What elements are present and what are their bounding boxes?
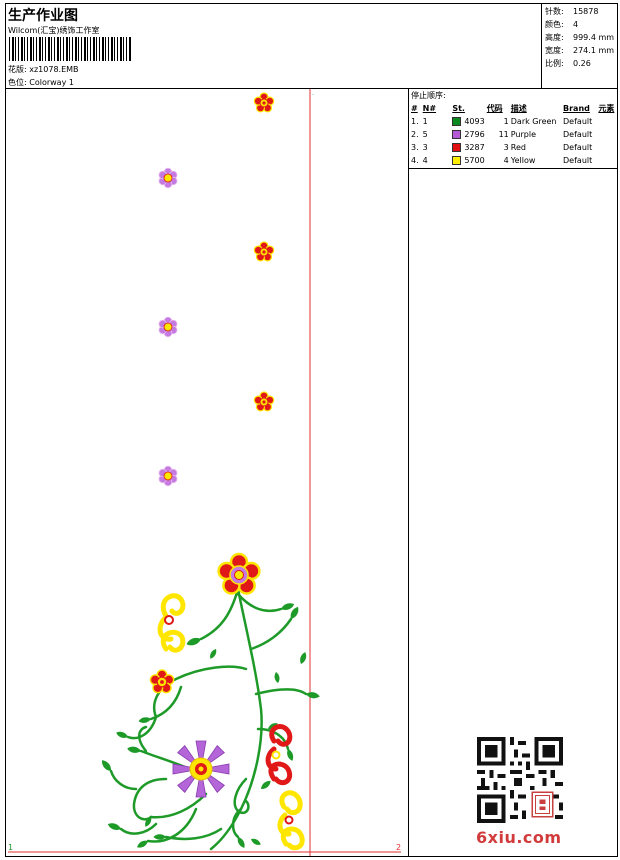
color-swatch — [452, 130, 462, 139]
end-marker: 2 — [396, 843, 401, 852]
yellow-dot-icon — [271, 750, 281, 760]
stop-sequence-table: # N# St. 代码 描述 Brand 元素 1. 1 4093 1 Dark… — [411, 102, 617, 167]
red-dot-icon — [284, 815, 294, 825]
red-flower-icon — [253, 241, 275, 262]
design-label: 花版: — [8, 65, 27, 74]
red-flower-icon — [253, 391, 275, 412]
qr-code-icon — [477, 737, 563, 823]
colorway-label: 色位: — [8, 78, 27, 87]
color-swatch — [452, 156, 462, 165]
table-row: 4. 4 5700 4 Yellow Default — [411, 156, 593, 165]
red-flower-icon — [253, 92, 275, 113]
embroidery-design: · — [8, 89, 401, 856]
watermark-text: 6xiu.com — [476, 828, 562, 847]
red-dot-icon — [164, 615, 174, 625]
table-row: 2. 5 2796 11 Purple Default — [411, 130, 593, 139]
table-row: 3. 3 3287 3 Red Default — [411, 143, 593, 152]
stop-sequence-panel: 停止顺序: # N# St. 代码 描述 Brand 元素 1. 1 4093 — [409, 89, 617, 169]
stat-height: 高度: 999.4 mm — [545, 33, 615, 42]
color-swatch — [452, 117, 462, 126]
barcode-icon — [9, 37, 132, 61]
stat-colors: 颜色: 4 — [545, 20, 579, 29]
purple-flower-icon — [158, 316, 178, 338]
header-info: 生产作业图 Wilcom(汇宝)绣饰工作室 花版: xz1078.EMB 色位:… — [6, 4, 541, 89]
colorway: 色位: Colorway 1 — [8, 77, 74, 88]
large-red-flower-icon — [217, 552, 261, 595]
table-header-row: # N# St. 代码 描述 Brand 元素 — [411, 103, 615, 113]
design-preview: · — [6, 89, 409, 856]
company-name: Wilcom(汇宝)绣饰工作室 — [8, 26, 100, 35]
vine-stems — [109, 587, 308, 851]
design-file: 花版: xz1078.EMB — [8, 64, 79, 75]
color-swatch — [452, 143, 462, 152]
yellow-swirl-icon — [277, 790, 305, 851]
red-flower-icon — [149, 669, 175, 694]
purple-flower-icon — [158, 465, 178, 487]
start-marker: 1 — [8, 843, 13, 852]
production-sheet: 生产作业图 Wilcom(汇宝)绣饰工作室 花版: xz1078.EMB 色位:… — [5, 3, 618, 857]
stat-stitches: 针数: 15878 — [545, 7, 599, 16]
stop-sequence-title: 停止顺序: — [411, 91, 446, 100]
table-row: 1. 1 4093 1 Dark Green Default — [411, 117, 593, 126]
yellow-swirl-icon — [157, 593, 186, 653]
stat-scale: 比例: 0.26 — [545, 59, 591, 68]
page-title: 生产作业图 — [8, 8, 78, 24]
stats-panel: 针数: 15878 颜色: 4 高度: 999.4 mm 宽度: 274.1 mm 比例… — [541, 4, 617, 89]
colorway-value: Colorway 1 — [29, 78, 74, 87]
guide-top-marker: · — [312, 92, 314, 99]
stat-width: 宽度: 274.1 mm — [545, 46, 615, 55]
purple-flower-icon — [158, 167, 178, 189]
red-swirl-icon — [265, 724, 293, 786]
design-value: xz1078.EMB — [29, 65, 79, 74]
sheet-header: 生产作业图 Wilcom(汇宝)绣饰工作室 花版: xz1078.EMB 色位:… — [6, 4, 617, 89]
large-purple-flower-icon — [172, 740, 230, 798]
